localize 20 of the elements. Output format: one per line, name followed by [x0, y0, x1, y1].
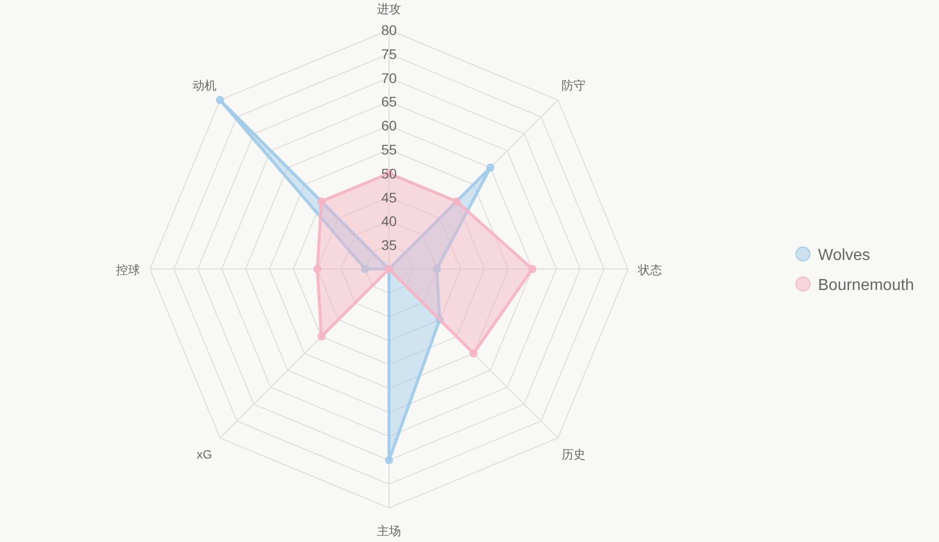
y-tick-label: 35 — [381, 237, 397, 254]
spoke-label: 防守 — [562, 78, 586, 92]
spoke-label: 动机 — [192, 78, 216, 92]
legend-label: Wolves — [818, 247, 870, 264]
spoke-label: 主场 — [377, 524, 401, 538]
y-tick-label: 55 — [381, 142, 397, 158]
y-tick-label: 45 — [381, 189, 397, 206]
y-tick-label: 60 — [381, 118, 397, 134]
y-tick-label: 70 — [381, 70, 397, 86]
y-tick-label: 80 — [381, 22, 397, 38]
spoke-label: 状态 — [637, 263, 662, 277]
spoke-label: 历史 — [562, 448, 586, 462]
spoke-label: 进攻 — [377, 2, 401, 16]
y-tick-label: 40 — [381, 213, 397, 230]
spoke-label: xG — [196, 448, 212, 462]
spoke-label: 控球 — [116, 263, 140, 277]
legend-label: Bournemouth — [818, 277, 914, 294]
y-tick-label: 50 — [381, 165, 397, 182]
y-tick-label: 75 — [381, 46, 397, 62]
y-tick-label: 65 — [381, 94, 397, 110]
